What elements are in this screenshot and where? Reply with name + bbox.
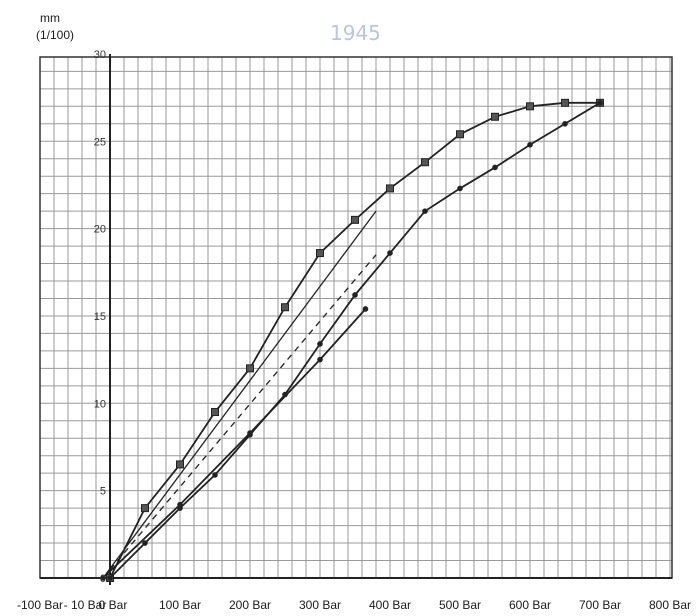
plot-frame [39, 56, 673, 579]
data-point-square [421, 158, 429, 167]
x-tick-label: 800 Bar [649, 598, 691, 612]
series-line-5 [102, 254, 377, 579]
y-unit-mm: mm [40, 11, 60, 25]
y-tick-label: 30 [94, 49, 106, 61]
axes [40, 54, 672, 585]
data-point-square [526, 102, 534, 111]
data-point-dot [107, 575, 113, 581]
series-group [100, 98, 604, 582]
data-point-dot [247, 430, 253, 436]
x-tick-label: 700 Bar [579, 598, 621, 612]
data-point-dot [457, 185, 463, 192]
data-point-dot [422, 208, 428, 214]
y-tick-label: 20 [94, 224, 106, 236]
data-point-dot [562, 120, 568, 127]
data-point-square [281, 303, 289, 312]
y-tick-label: 25 [94, 136, 106, 148]
series-line-4 [102, 210, 377, 579]
y-tick-label: 0 [100, 573, 106, 585]
data-point-square [176, 460, 184, 469]
x-tick-label: 200 Bar [229, 598, 271, 612]
watermark-text: 1945 [330, 21, 381, 45]
data-point-dot [597, 100, 603, 106]
labels-group: mm (1/100) 30 25 20 15 10 5 0 -100 Bar - 10 Bar0… [17, 11, 691, 612]
data-point-dot [317, 341, 323, 347]
data-point-dot [352, 292, 358, 298]
x-tick-label: - 10 Bar [64, 598, 107, 612]
data-point-square [386, 184, 394, 193]
y-tick-label: 15 [94, 311, 106, 323]
data-point-square [491, 112, 499, 121]
x-tick-label: 0 Bar [99, 598, 128, 612]
data-point-dot [527, 141, 533, 148]
data-point-dot [492, 164, 498, 171]
y-unit-scale: (1/100) [36, 28, 74, 42]
data-point-square [316, 249, 324, 258]
x-tick-label: 600 Bar [509, 598, 551, 612]
series-line-3 [102, 308, 367, 579]
series-line-1 [109, 101, 600, 579]
data-point-square [246, 364, 254, 373]
y-tick-label: 10 [94, 398, 106, 410]
data-point-dot [212, 472, 218, 478]
data-point-dot [317, 356, 323, 363]
data-point-square [141, 504, 149, 513]
x-tick-label: 400 Bar [369, 598, 411, 612]
data-point-square [456, 130, 464, 139]
x-tick-label: 100 Bar [159, 598, 201, 612]
data-point-dot [177, 501, 183, 508]
data-point-dot [387, 250, 393, 256]
x-tick-label: -100 Bar [17, 598, 63, 612]
series-line-2 [109, 102, 601, 579]
y-tick-label: 5 [100, 486, 106, 498]
x-tick-label: 300 Bar [299, 598, 341, 612]
grid [39, 56, 673, 579]
data-point-dot [362, 306, 369, 312]
x-tick-label: 500 Bar [439, 598, 481, 612]
data-point-square [561, 98, 569, 107]
data-point-square [211, 408, 219, 417]
data-point-dot [142, 540, 148, 546]
data-point-square [351, 215, 359, 224]
